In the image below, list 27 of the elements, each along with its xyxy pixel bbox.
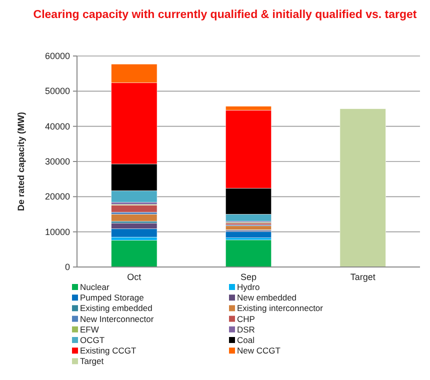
x-tick-label: Target [350,272,376,282]
y-tick-label: 60000 [44,51,70,61]
legend-label: OCGT [80,335,105,345]
legend-label: New embedded [237,292,297,303]
legend-label: DSR [237,324,255,334]
legend-label: New Interconnector [80,314,154,324]
x-tick-label: Oct [127,272,142,282]
legend-label: Coal [237,335,255,345]
legend-label: Existing embedded [80,303,153,314]
legend-label: CHP [237,314,256,324]
x-tick-label: Sep [240,272,257,282]
legend-label: New CCGT [237,346,280,356]
legend-label: Pumped Storage [80,292,144,303]
legend-label: Hydro [237,282,260,292]
y-tick-label: 30000 [44,156,70,166]
y-tick-label: 0 [64,262,70,272]
chart-title: Clearing capacity with currently qualified & initially qualified vs. target [33,9,417,21]
y-tick-label: 20000 [44,192,70,202]
y-tick-label: 10000 [44,226,70,237]
legend-label: Existing CCGT [80,346,136,356]
y-axis-title: De rated capacity (MW) [16,112,26,212]
legend-label: Nuclear [80,282,110,292]
legend-label: Target [80,356,104,366]
y-tick-label: 40000 [44,121,70,132]
legend-label: EFW [80,324,99,334]
y-tick-label: 50000 [44,86,70,96]
legend-label: Existing interconnector [237,303,324,314]
